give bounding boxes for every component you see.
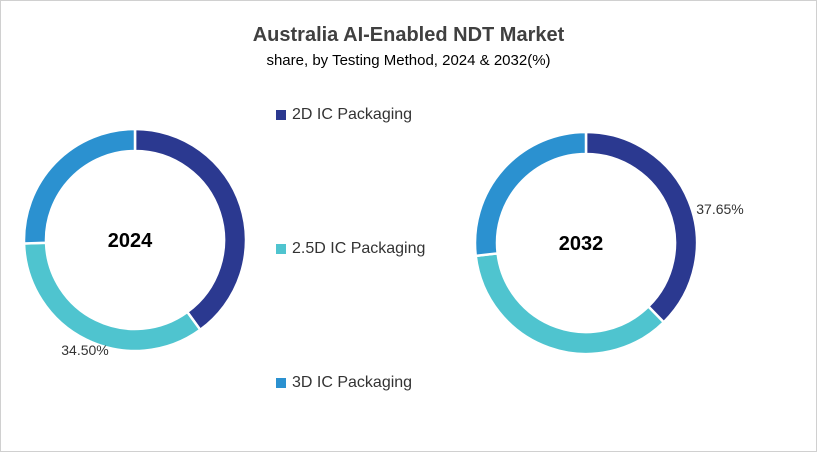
legend-item-2d: 2D IC Packaging [276, 106, 412, 124]
center-label: 2032 [559, 233, 604, 255]
donut-slice-2032-2 [473, 130, 588, 258]
legend-label: 2D IC Packaging [292, 106, 413, 123]
donut-slice-2032-0 [584, 130, 699, 324]
legend-swatch [276, 378, 286, 388]
data-label: 37.65% [696, 201, 743, 217]
legend-item-3d: 3D IC Packaging [276, 374, 412, 392]
data-label: 34.50% [61, 342, 108, 358]
legend-label: 3D IC Packaging [292, 374, 413, 391]
donut-slice-2032-1 [474, 251, 666, 356]
legend-item-2-5d: 2.5D IC Packaging [276, 240, 425, 258]
center-label: 2024 [108, 230, 153, 252]
donut-slice-2024-1 [22, 241, 202, 353]
chart-title: Australia AI-Enabled NDT Market [252, 24, 565, 46]
legend-swatch [276, 110, 286, 120]
legend-swatch [276, 244, 286, 254]
chart-subtitle: share, by Testing Method, 2024 & 2032(%) [266, 52, 551, 69]
donut-slice-2024-2 [22, 127, 137, 245]
legend-label: 2.5D IC Packaging [292, 240, 426, 257]
